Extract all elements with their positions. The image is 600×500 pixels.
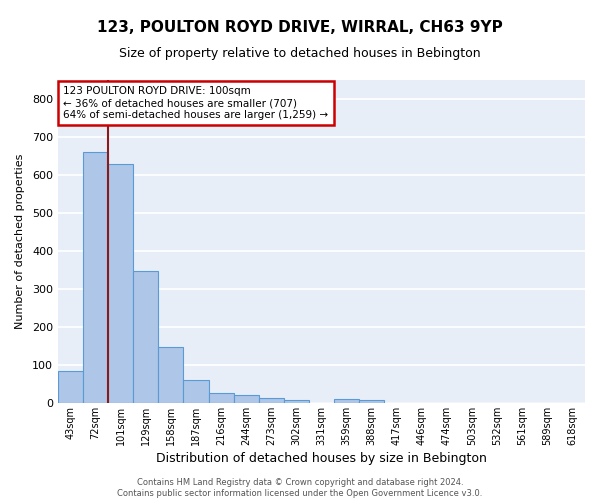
Bar [209,394,233,403]
Bar [284,400,309,403]
Text: Contains HM Land Registry data © Crown copyright and database right 2024.
Contai: Contains HM Land Registry data © Crown c… [118,478,482,498]
Bar [184,380,209,403]
Bar [158,347,184,403]
Bar [108,164,133,403]
Bar [334,399,359,403]
Text: 123 POULTON ROYD DRIVE: 100sqm
← 36% of detached houses are smaller (707)
64% of: 123 POULTON ROYD DRIVE: 100sqm ← 36% of … [63,86,328,120]
Bar [359,400,384,403]
Text: 123, POULTON ROYD DRIVE, WIRRAL, CH63 9YP: 123, POULTON ROYD DRIVE, WIRRAL, CH63 9Y… [97,20,503,35]
X-axis label: Distribution of detached houses by size in Bebington: Distribution of detached houses by size … [156,452,487,465]
Bar [58,372,83,403]
Bar [259,398,284,403]
Bar [83,152,108,403]
Bar [233,396,259,403]
Y-axis label: Number of detached properties: Number of detached properties [15,154,25,329]
Bar [133,270,158,403]
Text: Size of property relative to detached houses in Bebington: Size of property relative to detached ho… [119,48,481,60]
